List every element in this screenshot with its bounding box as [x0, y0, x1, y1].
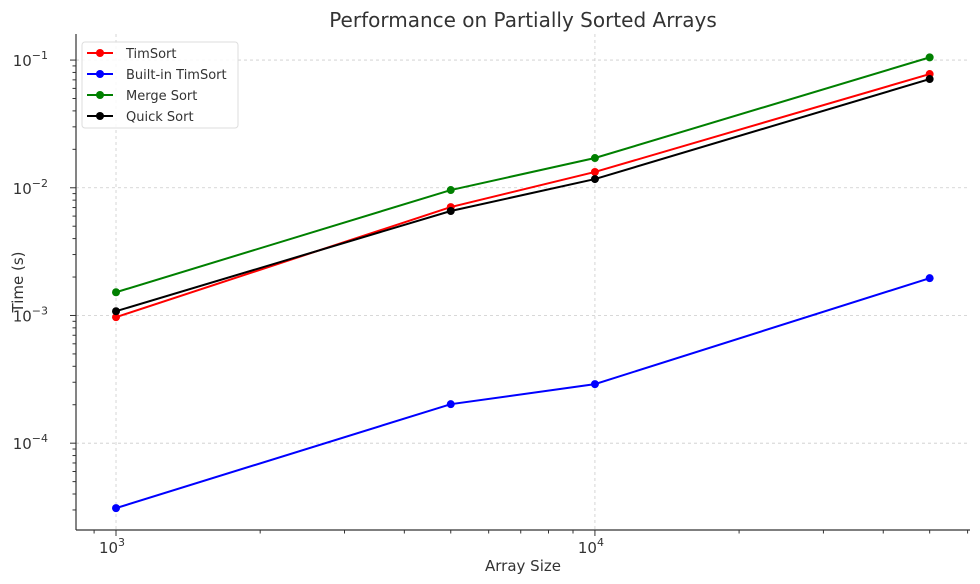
legend-marker [96, 70, 104, 78]
data-point [590, 380, 599, 389]
series-line [115, 78, 930, 313]
y-tick-label: 10−1 [13, 49, 48, 70]
data-point [590, 154, 599, 163]
legend: TimSort Built-in TimSort Merge Sort Quick S… [81, 41, 239, 129]
data-point [446, 400, 455, 409]
data-point [925, 75, 934, 84]
legend-marker [96, 91, 104, 99]
y-tick-exponent: −3 [32, 304, 48, 317]
series-group [112, 53, 934, 513]
legend-item: Quick Sort [87, 110, 194, 125]
legend-label: Merge Sort [126, 89, 197, 104]
x-tick-exponent: 4 [597, 536, 604, 549]
data-point [446, 206, 455, 215]
y-tick-label: 10−4 [13, 432, 48, 453]
y-axis-label: Time (s) [9, 252, 27, 314]
y-tick-exponent: −1 [32, 49, 48, 62]
series-line [115, 277, 930, 510]
data-point [590, 175, 599, 184]
data-point [446, 186, 455, 195]
data-point [112, 307, 121, 316]
x-axis-label: Array Size [485, 557, 561, 575]
y-tick-exponent: −4 [32, 432, 48, 445]
series-built-in-timsort [112, 274, 934, 513]
legend-box [81, 41, 239, 129]
data-point [925, 274, 934, 283]
y-tick-exponent: −2 [32, 177, 48, 190]
data-point [112, 504, 121, 513]
legend-label: Built-in TimSort [126, 68, 227, 83]
chart-title: Performance on Partially Sorted Arrays [329, 8, 717, 32]
grid [76, 34, 970, 530]
legend-marker [96, 112, 104, 120]
data-point [112, 288, 121, 297]
legend-marker [96, 49, 104, 57]
series-quick-sort [112, 75, 934, 316]
x-tick-exponent: 3 [118, 536, 125, 549]
series-merge-sort [112, 53, 934, 297]
legend-item: TimSort [87, 47, 176, 62]
data-point [112, 313, 121, 322]
x-tick-label: 104 [578, 536, 604, 557]
series-line [115, 56, 930, 294]
x-tick-label: 103 [99, 536, 125, 557]
data-point [590, 167, 599, 176]
legend-item: Built-in TimSort [87, 68, 227, 83]
data-point [925, 53, 934, 62]
legend-item: Merge Sort [87, 89, 197, 104]
legend-label: TimSort [125, 47, 176, 62]
legend-label: Quick Sort [126, 110, 194, 125]
y-tick-label: 10−2 [13, 177, 48, 198]
